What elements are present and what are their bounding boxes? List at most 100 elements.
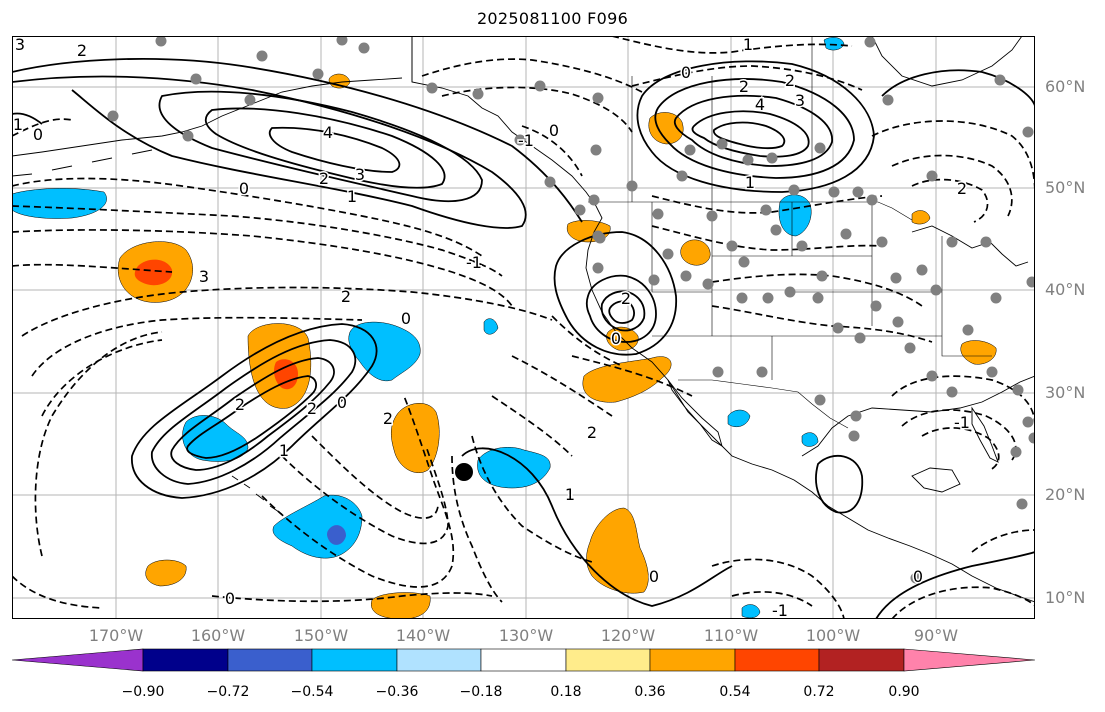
contour-neg-39 [571,355,693,397]
contour-pos-calif-3 [600,290,646,332]
contour-pos-alaska-4 [204,107,446,189]
contour-neg-4 [12,229,513,307]
colorbar-seg-8 [734,648,820,672]
contour-pos-calif-2 [585,274,657,343]
colorbar-tick-label: −0.54 [290,684,334,700]
contour-label: 4 [755,95,765,114]
contour-label: 3 [355,165,365,184]
contour-label: 0 [239,179,249,198]
lon-label: 140°W [395,626,451,645]
contour-neg-3 [12,205,503,277]
lon-label: 120°W [600,626,656,645]
contour-label: -1 [772,601,788,619]
state-borders [631,36,992,380]
contour-label: 1 [745,173,755,192]
shade-pos-4 [582,356,672,403]
contour-neg-17 [491,395,573,457]
contour-label: 0 [401,309,411,328]
contour-neg-32 [891,375,1035,427]
contour-pos-ne [881,69,1035,107]
north-america-coast [411,36,1035,603]
lon-label: 150°W [293,626,349,645]
hudson-bay [871,36,1023,87]
contour-pos-calif-4 [608,300,635,324]
contour-pos-mex [815,455,864,514]
colorbar-seg-10 [903,648,1036,672]
colorbar-tick-label: −0.18 [459,684,503,700]
station-points [107,36,1035,584]
contour-label: 2 [785,71,795,90]
lon-label: 160°W [190,626,246,645]
shade-pos-2-core [274,359,298,390]
hawaii-islands [231,475,283,515]
contour-pos-pacific-2 [151,339,357,485]
contour-neg-2 [12,177,483,257]
contour-pos-pacific-4 [186,375,317,459]
contour-pos-trop-1 [461,447,733,607]
colorbar-seg-9 [818,648,905,672]
map-frame [12,36,1035,619]
contour-label: 0 [649,567,659,586]
great-lakes [911,225,1029,267]
contour-label: 2 [587,423,597,442]
contour-label: 2 [319,169,329,188]
contour-neg-33 [901,409,1017,461]
colorbar-seg-7 [649,648,736,672]
contour-label: 2 [621,289,631,308]
contour-label: 1 [565,485,575,504]
shade-pos-9 [586,507,649,594]
contour-pos-canada-1 [636,60,875,193]
contour-pos-pacific-1 [131,323,378,499]
colorbar-seg-1 [142,648,229,672]
contour-label: 3 [199,267,209,286]
contour-label: 0 [611,329,621,348]
contour-label: 2 [307,399,317,418]
lon-label: 100°W [805,626,861,645]
contour-pos-alaska-5 [268,126,401,173]
contour-label: 2 [77,41,87,60]
contour-label: 3 [795,91,805,110]
shade-neg-5 [477,447,551,489]
contour-neg-13 [281,445,449,545]
contour-neg-10 [12,575,103,609]
contour-label: 0 [913,567,923,586]
lon-label: 130°W [498,626,554,645]
contour-neg-29 [871,120,1035,197]
colorbar-tick-label: 0.90 [888,684,920,700]
contour-neg-15 [451,455,503,603]
contour-neg-11 [211,592,493,603]
map-panel: 3 2 0 1 4 3 2 1 0 3 2 0 2 0 2 1 2 0 -1 4… [12,36,1035,619]
negative-anomaly-shading [12,37,845,619]
contour-label: 3 [15,36,25,54]
contour-neg-27 [711,273,923,307]
contour-label: 4 [323,123,333,142]
political-borders [411,36,992,429]
contour-neg-31 [911,178,989,223]
shade-neg-8 [727,409,751,427]
florida [971,406,999,463]
lon-label: 90°W [913,626,959,645]
gulf-of-mexico-coast [801,375,1035,457]
contour-pos-pacific-3 [170,357,335,471]
colorbar-tick-label: 0.36 [634,684,666,700]
contour-neg-30 [891,154,1013,217]
contour-label: 0 [225,589,235,608]
baja-california [667,379,723,447]
shade-pos-11 [370,592,431,619]
contour-neg-35 [711,558,845,619]
colorbar-tick-label: −0.72 [206,684,250,700]
map-title: 2025081100 F096 [476,9,629,28]
contour-label: 2 [739,77,749,96]
shade-pos-3 [391,403,440,474]
shade-pos-7 [680,239,711,266]
contour-neg-7 [31,316,363,377]
lat-label: 10°N [1045,588,1086,607]
contour-pos-se [875,551,1035,619]
center-marker [455,463,473,481]
colorbar-tick-label: 0.72 [803,684,835,700]
shade-neg-3 [348,321,421,382]
contour-neg-16 [471,435,593,563]
contour-label: -1 [954,413,970,432]
coastlines [12,36,1035,603]
contour-label: 2 [235,395,245,414]
